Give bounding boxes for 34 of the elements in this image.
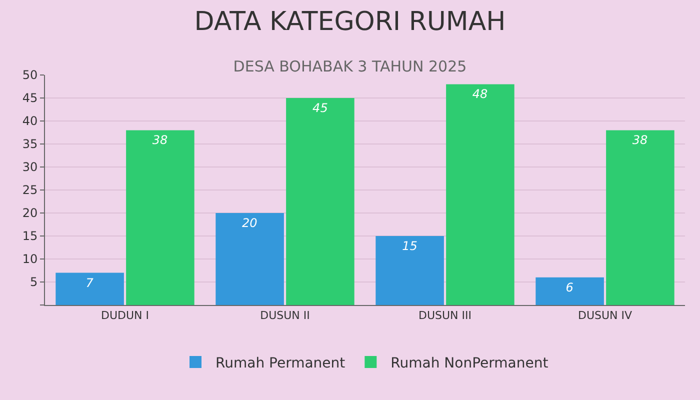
bar (286, 98, 354, 305)
data-label: 38 (632, 133, 648, 148)
bar (376, 236, 444, 305)
bar (606, 130, 674, 305)
y-tick-label: 25 (22, 183, 38, 198)
x-tick-label: DUSUN III (418, 309, 472, 322)
y-tick-label: 50 (22, 68, 38, 82)
y-tick-label: 5 (30, 275, 38, 290)
bar (126, 130, 194, 305)
chart-subtitle: DESA BOHABAK 3 TAHUN 2025 (233, 58, 467, 76)
y-tick-label: 35 (22, 137, 38, 152)
y-tick-label: 20 (22, 206, 38, 220)
x-tick-label: DUSUN IV (578, 309, 632, 322)
y-tick-label: 15 (22, 229, 38, 244)
y-tick-label: 10 (22, 252, 38, 266)
x-tick-label: DUSUN II (260, 309, 310, 322)
data-label: 15 (402, 239, 418, 253)
y-tick-label: 40 (22, 114, 38, 128)
legend-label: Rumah NonPermanent (390, 355, 549, 372)
chart-title: DATA KATEGORI RUMAH (194, 7, 506, 38)
data-label: 38 (152, 133, 168, 148)
data-label: 6 (566, 280, 574, 294)
bar (56, 272, 124, 305)
data-label: 45 (312, 101, 328, 115)
bar (536, 277, 604, 305)
data-label: 20 (242, 216, 258, 230)
bar (446, 84, 514, 305)
y-tick-label: 30 (22, 160, 38, 174)
bar (216, 213, 284, 305)
y-tick-label: 45 (22, 91, 38, 106)
legend-label: Rumah Permanent (216, 355, 346, 372)
data-label: 7 (86, 276, 94, 290)
x-tick-label: DUDUN I (100, 309, 150, 322)
data-label: 48 (472, 87, 488, 102)
